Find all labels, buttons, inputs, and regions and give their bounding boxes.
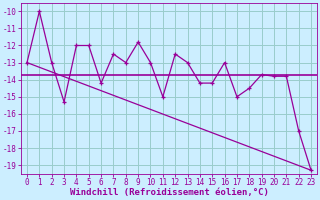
X-axis label: Windchill (Refroidissement éolien,°C): Windchill (Refroidissement éolien,°C): [69, 188, 268, 197]
